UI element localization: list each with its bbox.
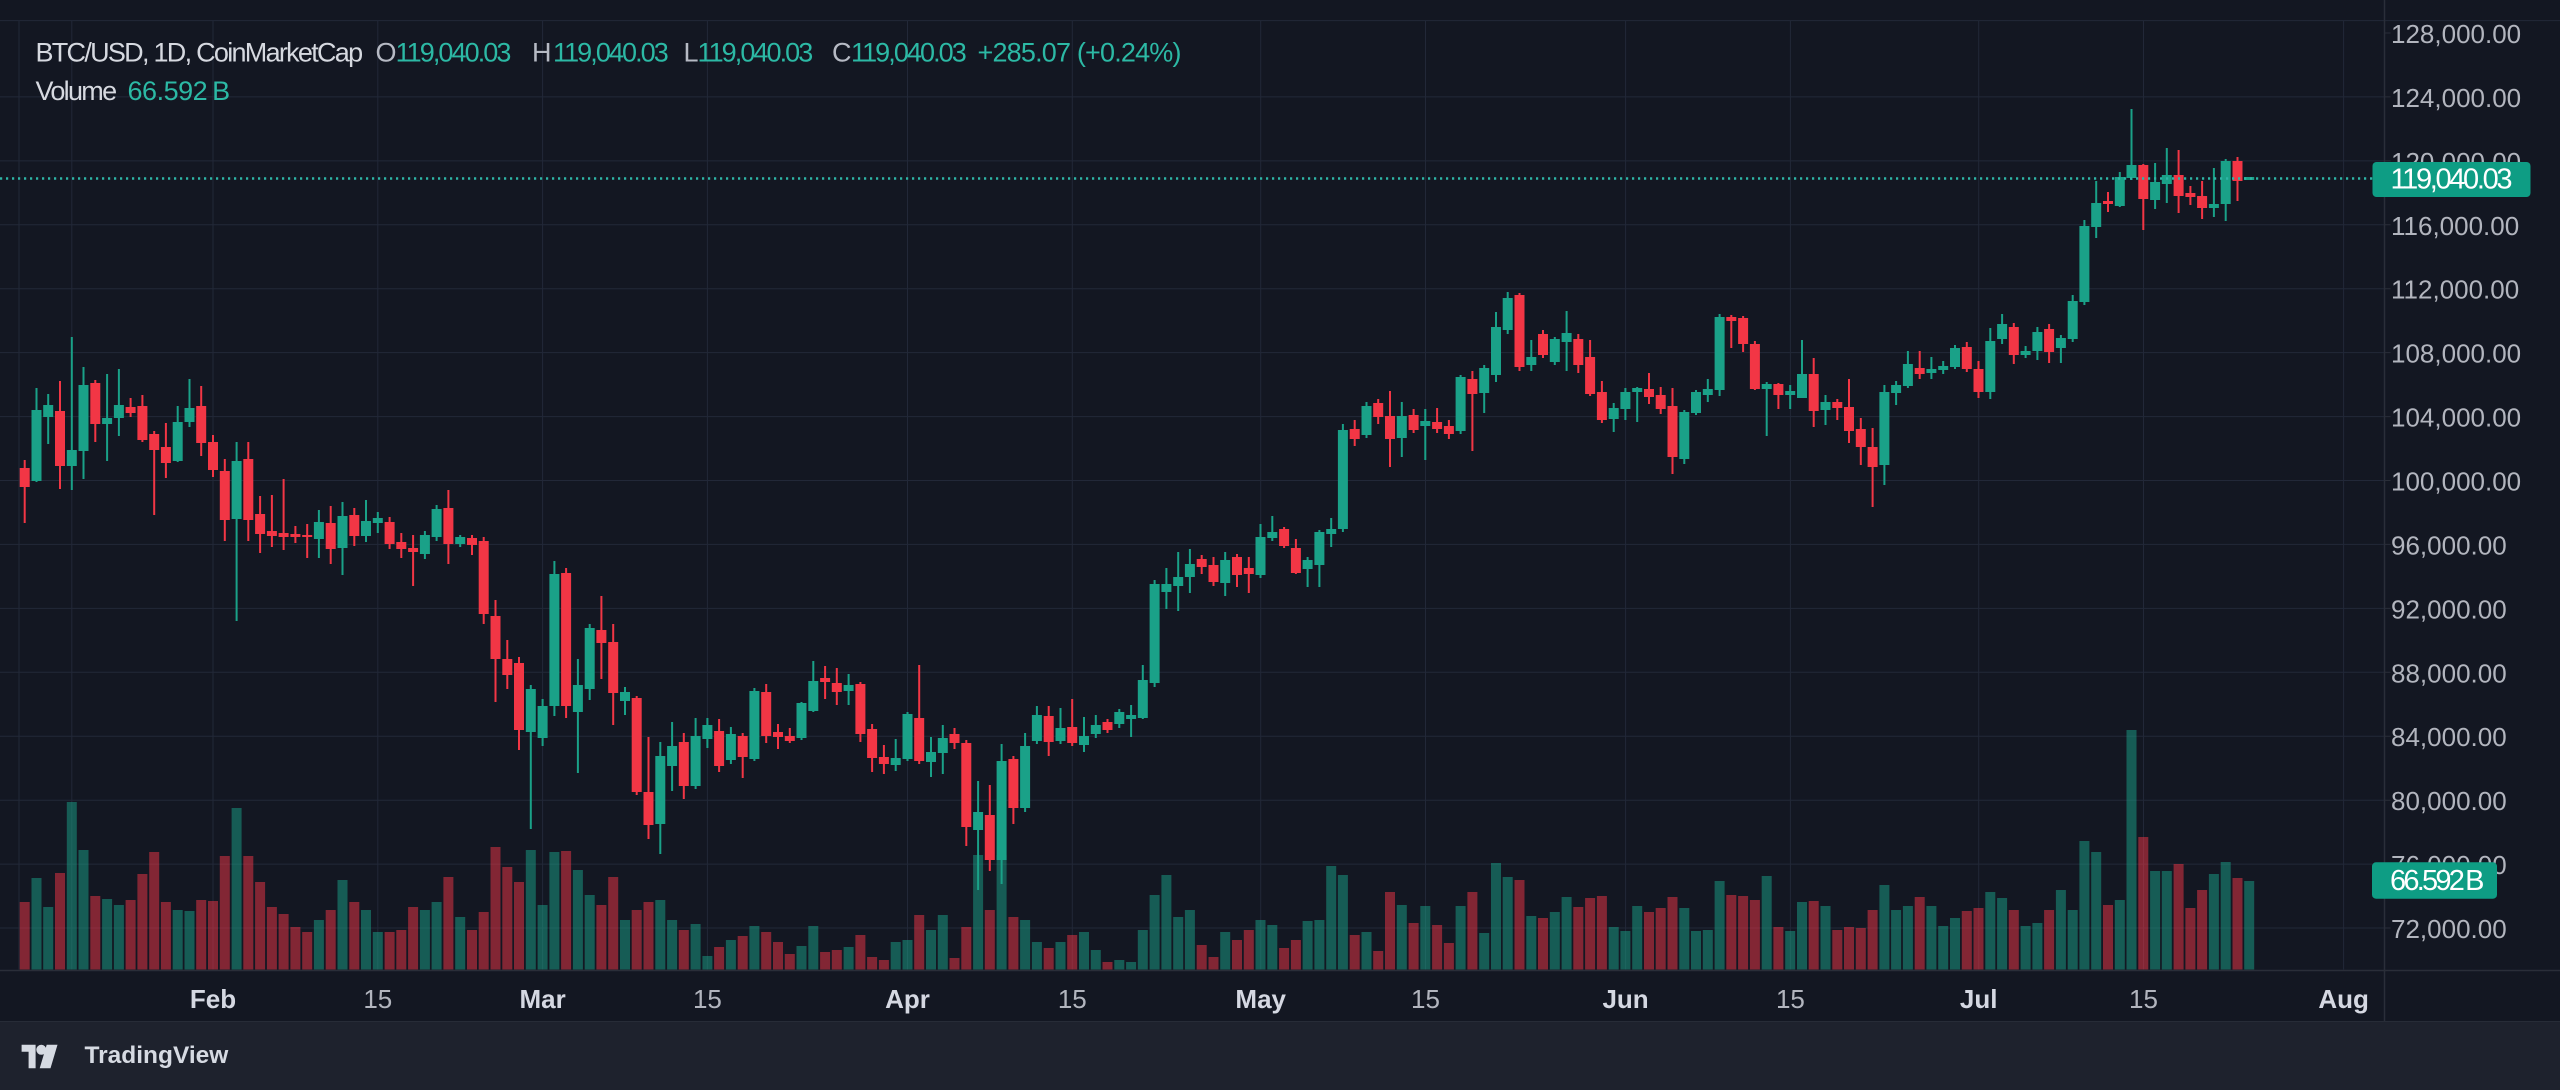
svg-text:119,040.03: 119,040.03: [553, 38, 669, 68]
svg-text:Mar: Mar: [519, 984, 565, 1014]
svg-text:TradingView: TradingView: [85, 1042, 230, 1069]
svg-text:84,000.00: 84,000.00: [2391, 722, 2507, 752]
svg-text:Volume: Volume: [36, 76, 118, 106]
svg-text:66.592 B: 66.592 B: [128, 76, 231, 106]
svg-text:92,000.00: 92,000.00: [2391, 594, 2507, 624]
svg-text:15: 15: [1411, 984, 1440, 1014]
svg-text:Feb: Feb: [190, 984, 236, 1014]
svg-text:100,000.00: 100,000.00: [2391, 467, 2521, 497]
svg-text:108,000.00: 108,000.00: [2391, 339, 2521, 369]
svg-text:119,040.03: 119,040.03: [396, 38, 512, 68]
svg-text:15: 15: [1058, 984, 1087, 1014]
svg-text:Jul: Jul: [1960, 984, 1998, 1014]
svg-text:116,000.00: 116,000.00: [2391, 211, 2519, 241]
svg-text:H: H: [532, 38, 552, 68]
svg-text:96,000.00: 96,000.00: [2391, 530, 2507, 560]
svg-text:Apr: Apr: [885, 984, 930, 1014]
svg-text:BTC/USD, 1D, CoinMarketCap: BTC/USD, 1D, CoinMarketCap: [36, 38, 364, 68]
svg-text:+285.07 (+0.24%): +285.07 (+0.24%): [978, 38, 1182, 68]
svg-text:80,000.00: 80,000.00: [2391, 786, 2507, 816]
svg-text:C: C: [832, 38, 852, 68]
svg-text:15: 15: [693, 984, 722, 1014]
svg-text:66.592 B: 66.592 B: [2390, 865, 2485, 897]
svg-text:119,040.03: 119,040.03: [851, 38, 967, 68]
svg-text:May: May: [1235, 984, 1286, 1014]
svg-text:124,000.00: 124,000.00: [2391, 83, 2521, 113]
svg-text:L: L: [684, 38, 699, 68]
svg-text:112,000.00: 112,000.00: [2391, 275, 2519, 305]
svg-text:128,000.00: 128,000.00: [2391, 19, 2521, 49]
svg-text:15: 15: [1776, 984, 1805, 1014]
svg-text:15: 15: [2129, 984, 2158, 1014]
svg-text:Aug: Aug: [2318, 984, 2369, 1014]
svg-text:104,000.00: 104,000.00: [2391, 403, 2521, 433]
svg-text:O: O: [376, 38, 397, 68]
svg-text:119,040.03: 119,040.03: [698, 38, 814, 68]
svg-text:72,000.00: 72,000.00: [2391, 914, 2507, 944]
svg-text:15: 15: [363, 984, 392, 1014]
svg-text:Jun: Jun: [1602, 984, 1648, 1014]
svg-text:119,040.03: 119,040.03: [2391, 164, 2513, 196]
svg-text:88,000.00: 88,000.00: [2391, 658, 2507, 688]
